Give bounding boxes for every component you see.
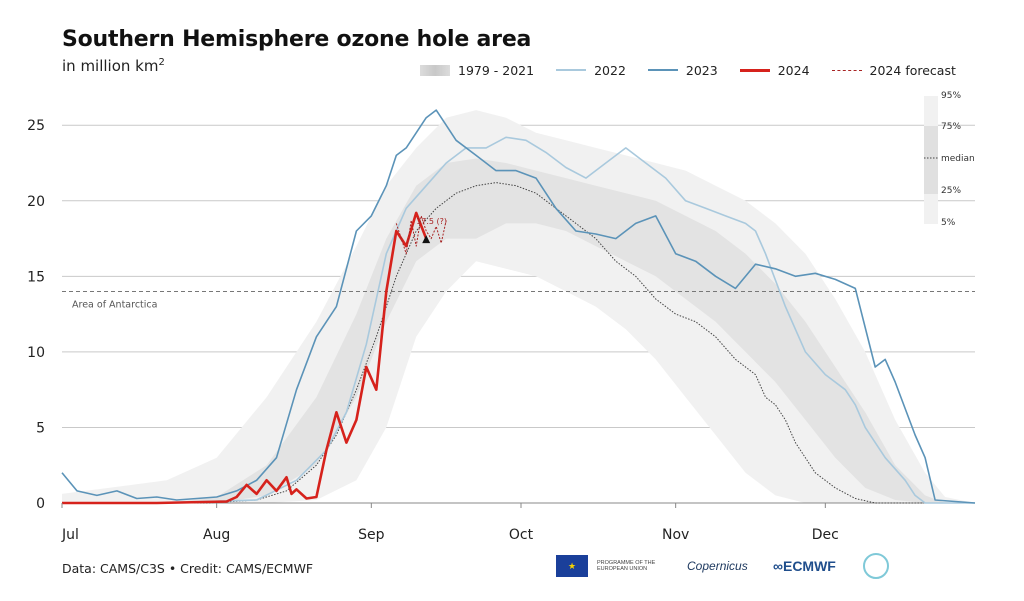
legend-label-forecast: 2024 forecast	[869, 62, 956, 78]
percentile-label-5pct: 5%	[941, 218, 956, 228]
series-line-2024	[62, 211, 428, 505]
antarctica-reference-label: Area of Antarctica	[72, 299, 157, 310]
percentile-label-75pct: 75%	[941, 122, 961, 132]
ecmwf-logo: ∞ECMWF	[773, 558, 836, 574]
latest-value-marker	[422, 235, 431, 244]
legend: 1979 - 2021 2022 2023 2024 2024 forecast	[420, 61, 978, 79]
partner-logos: ★ PROGRAMME OF THE EUROPEAN UNION Copern…	[556, 553, 889, 579]
x-tick-label-Jul: Jul	[61, 527, 79, 543]
band-25-75	[62, 158, 975, 503]
y-tick-label-20: 20	[27, 194, 45, 210]
x-tick-label-Sep: Sep	[358, 527, 385, 543]
percentile-label-median: median	[941, 154, 975, 164]
series-line-2023	[61, 109, 976, 504]
percentile-label-25pct: 25%	[941, 186, 961, 196]
legend-item-forecast: 2024 forecast	[831, 62, 956, 78]
y-tick-label-10: 10	[27, 345, 45, 361]
legend-item-2022: 2022	[556, 63, 626, 78]
legend-swatch-band	[420, 64, 450, 76]
x-tick-label-Nov: Nov	[662, 527, 689, 543]
latest-value-label: 17.5 (?)	[416, 217, 447, 226]
legend-label-band: 1979 - 2021	[458, 62, 535, 78]
x-tick-label-Dec: Dec	[812, 527, 839, 543]
band-5-95	[62, 110, 975, 503]
legend-item-2023: 2023	[647, 62, 718, 78]
legend-swatch-forecast	[831, 69, 862, 71]
eu-programme-text: PROGRAMME OF THE EUROPEAN UNION	[597, 560, 656, 572]
y-tick-label-25: 25	[27, 118, 45, 134]
series-line-median	[62, 182, 936, 504]
legend-label-2023: 2023	[685, 62, 718, 78]
chart-subtitle: in million km2	[62, 57, 165, 75]
percentile-key-inner	[924, 126, 938, 194]
y-tick-label-5: 5	[36, 420, 45, 436]
percentile-label-95pct: 95%	[941, 91, 961, 101]
legend-item-2024: 2024	[739, 62, 810, 78]
x-tick-label-Aug: Aug	[203, 527, 230, 543]
y-tick-label-0: 0	[36, 496, 45, 512]
legend-swatch-2024	[739, 68, 770, 72]
legend-item-band: 1979 - 2021	[420, 63, 534, 78]
data-credit: Data: CAMS/C3S • Credit: CAMS/ECMWF	[62, 561, 314, 576]
legend-swatch-2023	[647, 69, 678, 71]
c3s-logo-icon	[863, 553, 889, 579]
legend-label-2022: 2022	[594, 62, 626, 78]
eu-flag-icon: ★	[556, 555, 588, 577]
x-tick-label-Oct: Oct	[509, 527, 534, 543]
chart-title: Southern Hemisphere ozone hole area	[62, 27, 532, 52]
legend-label-2024: 2024	[777, 62, 810, 78]
y-tick-label-15: 15	[27, 269, 45, 285]
copernicus-logo: Copernicus	[687, 559, 748, 573]
series-line-2024-forecast	[395, 215, 447, 255]
series-line-2022	[62, 136, 975, 504]
legend-swatch-2022	[556, 69, 587, 71]
